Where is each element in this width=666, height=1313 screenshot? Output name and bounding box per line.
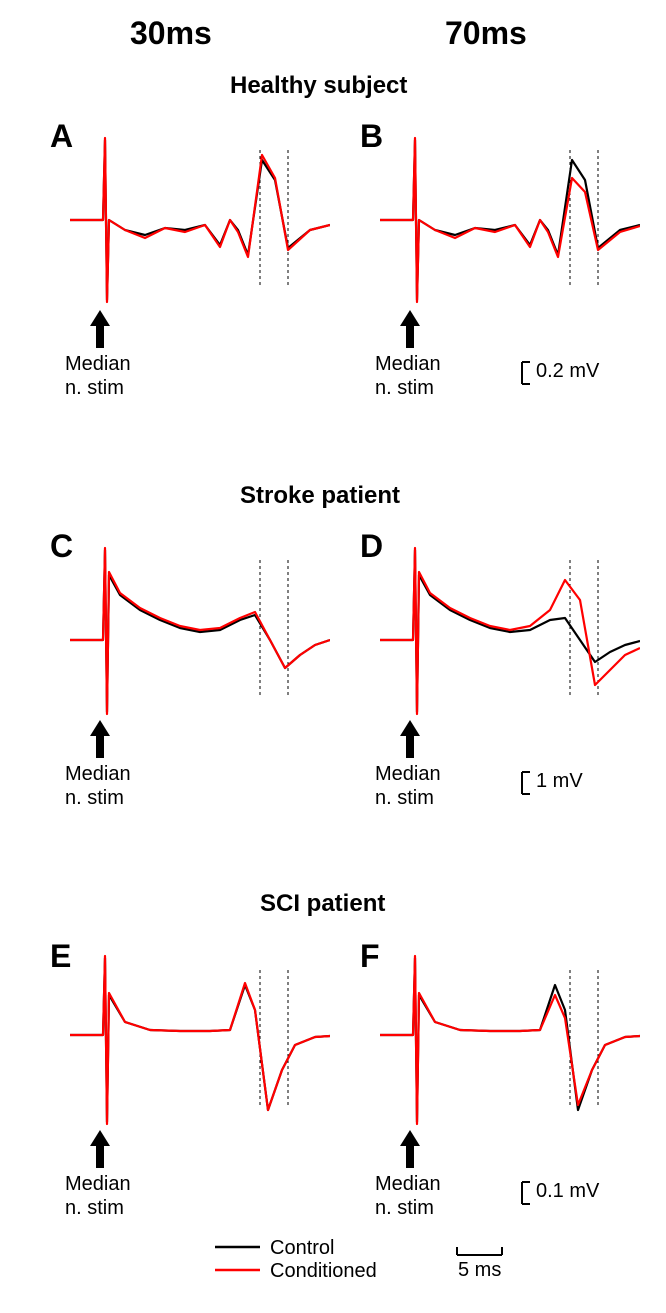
- panel-a-waveform: [70, 130, 330, 310]
- panel-f-waveform: [380, 950, 640, 1130]
- legend-label: Control: [270, 1237, 334, 1260]
- stim-arrow-label: Median n. stim: [375, 1172, 441, 1220]
- y-scale-bar: [520, 1180, 534, 1206]
- column-header-70ms: 70ms: [445, 15, 527, 52]
- panel-b-waveform: [380, 130, 640, 310]
- panel-c-waveform: [70, 540, 330, 720]
- legend-line: [215, 1245, 260, 1249]
- legend-label: Conditioned: [270, 1260, 377, 1283]
- stim-arrow-label: Median n. stim: [65, 352, 131, 400]
- y-scale-bar: [520, 770, 534, 796]
- stim-arrow-icon: [88, 310, 112, 350]
- panel-letter-f: F: [360, 938, 380, 975]
- stim-arrow-icon: [88, 1130, 112, 1170]
- panel-letter-e: E: [50, 938, 71, 975]
- legend-line: [215, 1268, 260, 1272]
- section-title: Healthy subject: [230, 72, 407, 100]
- stim-arrow-icon: [398, 720, 422, 760]
- section-title: SCI patient: [260, 890, 385, 918]
- column-header-30ms: 30ms: [130, 15, 212, 52]
- stim-arrow-icon: [398, 310, 422, 350]
- stim-arrow-label: Median n. stim: [375, 352, 441, 400]
- stim-arrow-label: Median n. stim: [65, 762, 131, 810]
- section-title: Stroke patient: [240, 482, 400, 510]
- y-scale-label: 1 mV: [536, 770, 583, 793]
- y-scale-label: 0.2 mV: [536, 360, 599, 383]
- stim-arrow-label: Median n. stim: [65, 1172, 131, 1220]
- y-scale-label: 0.1 mV: [536, 1180, 599, 1203]
- panel-d-waveform: [380, 540, 640, 720]
- stim-arrow-icon: [88, 720, 112, 760]
- panel-e-waveform: [70, 950, 330, 1130]
- x-scale-bar: [455, 1245, 504, 1259]
- stim-arrow-icon: [398, 1130, 422, 1170]
- y-scale-bar: [520, 360, 534, 386]
- x-scale-label: 5 ms: [458, 1259, 501, 1282]
- stim-arrow-label: Median n. stim: [375, 762, 441, 810]
